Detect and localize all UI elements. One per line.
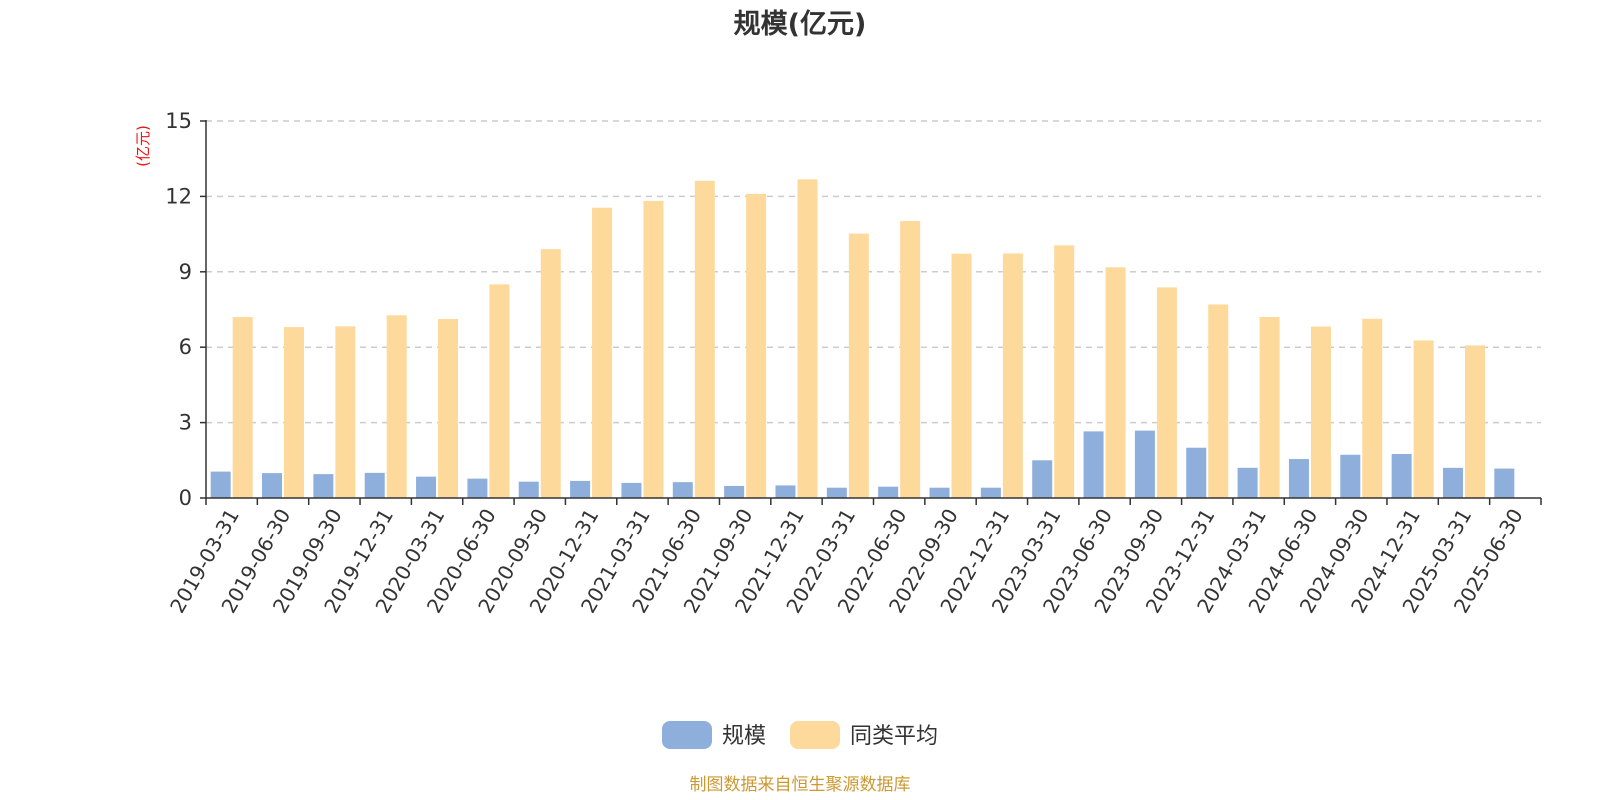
bar-scale xyxy=(1237,467,1258,498)
bar-scale xyxy=(262,473,283,498)
bar-scale xyxy=(210,471,231,498)
bar-peer-average xyxy=(1413,340,1434,498)
bar-scale xyxy=(1186,447,1207,498)
y-tick-label: 9 xyxy=(179,260,192,284)
bar-scale xyxy=(672,482,693,498)
bar-peer-average xyxy=(232,317,253,498)
bar-peer-average xyxy=(284,327,305,498)
bar-peer-average xyxy=(335,326,356,498)
bar-peer-average xyxy=(592,207,613,498)
bar-scale xyxy=(929,487,950,498)
bar-scale xyxy=(878,486,899,498)
bar-peer-average xyxy=(1259,317,1280,498)
bar-scale xyxy=(1288,459,1309,498)
bar-peer-average xyxy=(1208,304,1229,498)
bar-scale xyxy=(1083,431,1104,498)
bar-scale xyxy=(570,480,591,498)
bar-scale xyxy=(1442,467,1463,498)
bar-peer-average xyxy=(1310,326,1331,498)
y-tick-label: 15 xyxy=(165,109,192,133)
bar-peer-average xyxy=(848,233,869,498)
chart-title: 规模(亿元) xyxy=(734,9,867,40)
bar-peer-average xyxy=(643,200,664,498)
bar-peer-average xyxy=(1156,287,1177,498)
bar-scale xyxy=(1134,430,1155,498)
bar-scale xyxy=(826,487,847,498)
bar-peer-average xyxy=(1054,245,1075,498)
legend-label: 规模 xyxy=(722,724,766,749)
bar-scale xyxy=(1494,468,1515,498)
bar-peer-average xyxy=(951,253,972,498)
bar-scale xyxy=(724,485,745,498)
x-axis-ticks: 2019-03-312019-06-302019-09-302019-12-31… xyxy=(165,498,1542,617)
bar-scale xyxy=(1391,454,1412,498)
bar-peer-average xyxy=(1362,318,1383,498)
bar-peer-average xyxy=(386,315,407,498)
bar-peer-average xyxy=(1002,253,1023,498)
legend-swatch xyxy=(790,721,840,749)
legend-swatch xyxy=(662,721,712,749)
source-note: 制图数据来自恒生聚源数据库 xyxy=(690,775,911,795)
bar-scale xyxy=(980,487,1001,498)
legend: 规模 同类平均 xyxy=(662,721,938,749)
y-tick-label: 12 xyxy=(165,184,192,208)
bar-scale xyxy=(518,481,539,498)
legend-label: 同类平均 xyxy=(850,724,938,749)
bar-peer-average xyxy=(1105,267,1126,498)
y-tick-label: 0 xyxy=(179,486,192,510)
bar-peer-average xyxy=(438,319,459,498)
bars xyxy=(210,179,1515,499)
y-axis-unit-label: (亿元) xyxy=(134,125,152,167)
bar-scale xyxy=(416,476,437,498)
bar-scale xyxy=(313,474,334,498)
bar-peer-average xyxy=(797,179,818,498)
y-axis-ticks: 0 3 6 9 12 15 xyxy=(165,109,206,510)
bar-scale xyxy=(621,482,642,498)
bar-scale xyxy=(467,478,488,498)
bar-peer-average xyxy=(900,221,921,498)
y-tick-label: 6 xyxy=(179,335,192,359)
bar-peer-average xyxy=(746,193,767,499)
bar-scale xyxy=(364,472,385,498)
bar-scale xyxy=(1032,460,1053,498)
bar-peer-average xyxy=(694,180,715,499)
bar-scale xyxy=(1340,454,1361,498)
bar-peer-average xyxy=(489,284,510,498)
bar-peer-average xyxy=(540,249,561,498)
y-tick-label: 3 xyxy=(179,411,192,435)
bar-peer-average xyxy=(1464,345,1485,498)
bar-scale xyxy=(775,485,796,498)
